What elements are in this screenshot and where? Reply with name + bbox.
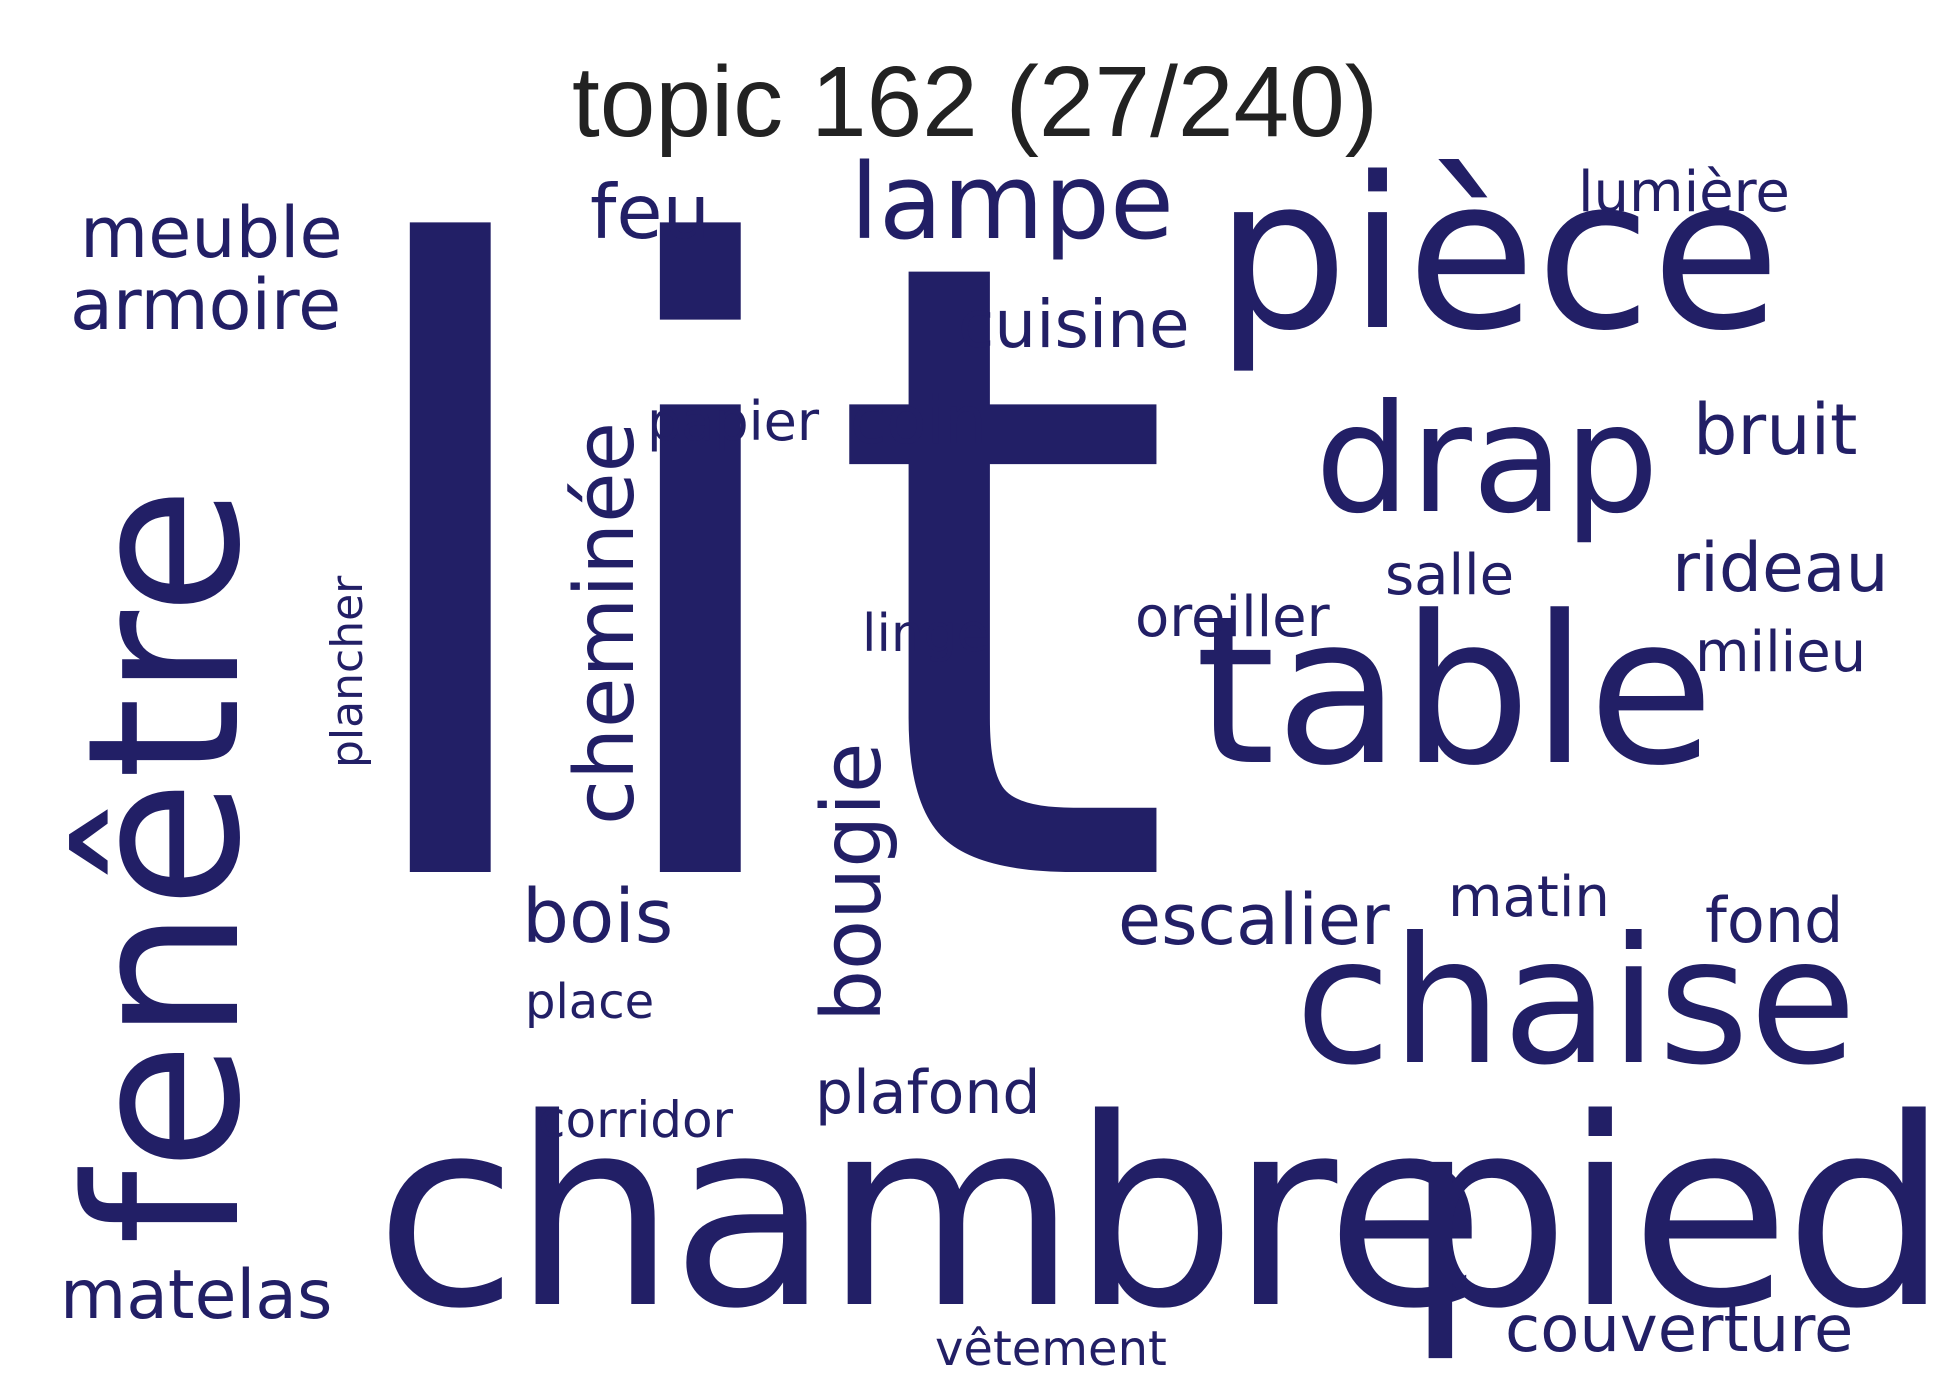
word-papier: papier <box>647 390 820 453</box>
word-oreiller: oreiller <box>1135 585 1330 650</box>
word-matelas: matelas <box>60 1256 333 1335</box>
word-place: place <box>525 974 655 1030</box>
word-bougie: bougie <box>805 742 900 1022</box>
word-coin: coin <box>850 382 987 459</box>
word-chambre: chambre <box>375 1064 1486 1366</box>
word-rideau: rideau <box>1672 529 1889 608</box>
word-cuisine: cuisine <box>958 286 1190 363</box>
word-plancher: plancher <box>322 575 373 768</box>
word-milieu: milieu <box>1695 620 1867 685</box>
word-couverture: couverture <box>1505 1293 1854 1367</box>
word-lit: lit <box>325 79 1178 1075</box>
word-linge: linge <box>862 604 989 664</box>
word-chaise: chaise <box>1295 901 1857 1104</box>
word-pied: pied <box>1405 1064 1949 1366</box>
word-armoire: armoire <box>70 264 342 346</box>
word-vetement: vêtement <box>935 1321 1167 1377</box>
word-bois: bois <box>522 874 674 960</box>
word-fenetre: fenêtre <box>42 486 287 1245</box>
word-matin: matin <box>1448 865 1610 930</box>
word-drap: drap <box>1315 373 1660 547</box>
word-piece: pièce <box>1215 132 1781 377</box>
word-feu: feu <box>590 168 711 256</box>
word-salle: salle <box>1385 543 1515 608</box>
word-meuble: meuble <box>80 192 343 274</box>
chart-title: topic 162 (27/240) <box>571 46 1379 158</box>
word-escalier: escalier <box>1118 879 1390 961</box>
word-plafond: plafond <box>815 1058 1041 1128</box>
word-corridor: corridor <box>538 1091 734 1149</box>
word-bruit: bruit <box>1693 389 1858 471</box>
word-lumiere: lumière <box>1578 160 1790 225</box>
word-fond: fond <box>1705 884 1844 957</box>
word-lampe: lampe <box>850 141 1174 263</box>
word-cheminee: cheminée <box>558 421 653 825</box>
word-table: table <box>1195 573 1715 811</box>
